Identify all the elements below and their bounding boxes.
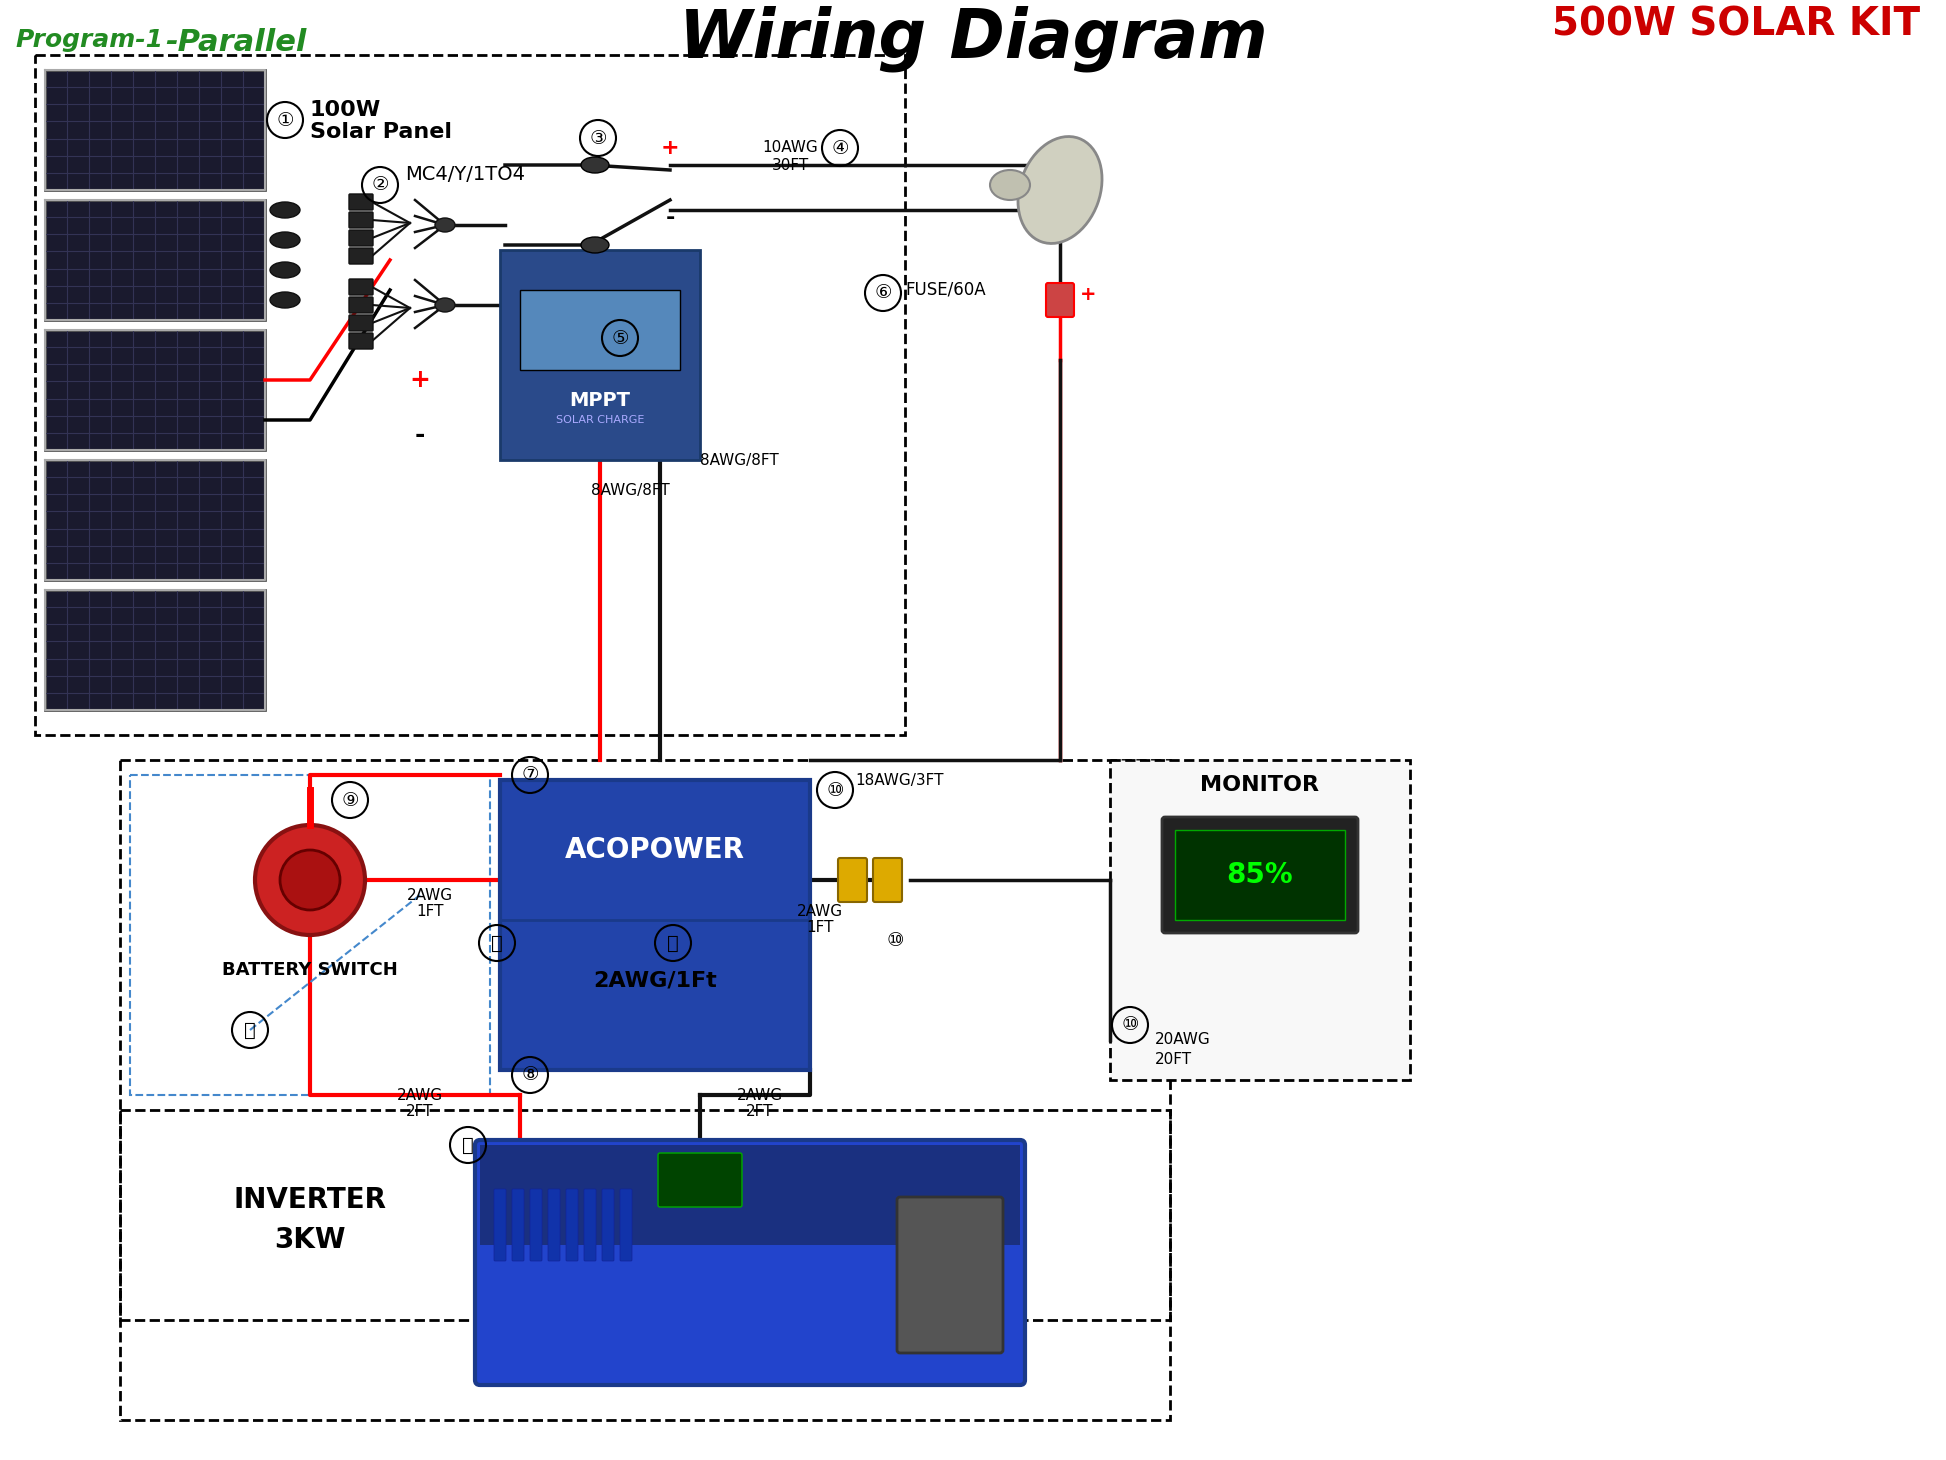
FancyBboxPatch shape xyxy=(348,194,374,210)
Text: ⑪: ⑪ xyxy=(490,933,502,952)
FancyBboxPatch shape xyxy=(45,460,265,580)
Ellipse shape xyxy=(436,218,455,232)
Text: MPPT: MPPT xyxy=(570,390,631,409)
FancyBboxPatch shape xyxy=(512,1188,523,1261)
Ellipse shape xyxy=(991,169,1029,200)
Circle shape xyxy=(280,850,341,910)
Text: 8AWG/8FT: 8AWG/8FT xyxy=(701,453,778,467)
Ellipse shape xyxy=(270,261,300,277)
Text: SOLAR CHARGE: SOLAR CHARGE xyxy=(557,415,644,425)
FancyBboxPatch shape xyxy=(45,330,265,450)
Text: ⑧: ⑧ xyxy=(522,1066,539,1085)
Text: 500W SOLAR KIT: 500W SOLAR KIT xyxy=(1551,4,1921,42)
Ellipse shape xyxy=(270,292,300,308)
FancyBboxPatch shape xyxy=(621,1188,632,1261)
Text: ⑤: ⑤ xyxy=(611,328,629,347)
Ellipse shape xyxy=(270,232,300,248)
FancyBboxPatch shape xyxy=(348,279,374,295)
Text: 2FT: 2FT xyxy=(745,1105,775,1120)
Text: ⑫: ⑫ xyxy=(243,1021,255,1040)
Text: ①: ① xyxy=(276,111,294,130)
Text: ④: ④ xyxy=(831,139,848,158)
Text: Program-1: Program-1 xyxy=(16,28,163,53)
FancyBboxPatch shape xyxy=(45,70,265,190)
Text: ⑪: ⑪ xyxy=(667,933,679,952)
Text: Solar Panel: Solar Panel xyxy=(309,123,451,142)
FancyBboxPatch shape xyxy=(566,1188,578,1261)
Text: 2AWG: 2AWG xyxy=(397,1088,444,1102)
FancyBboxPatch shape xyxy=(348,212,374,228)
FancyBboxPatch shape xyxy=(897,1197,1002,1353)
FancyBboxPatch shape xyxy=(601,1188,615,1261)
FancyBboxPatch shape xyxy=(1109,761,1411,1080)
Text: -: - xyxy=(666,207,675,228)
Text: 8AWG/8FT: 8AWG/8FT xyxy=(592,482,669,498)
FancyBboxPatch shape xyxy=(658,1153,741,1207)
Text: +: + xyxy=(662,139,679,158)
Text: 2AWG: 2AWG xyxy=(798,905,843,920)
FancyBboxPatch shape xyxy=(1162,818,1358,933)
Ellipse shape xyxy=(582,158,609,172)
FancyBboxPatch shape xyxy=(1175,829,1345,920)
FancyBboxPatch shape xyxy=(874,858,903,902)
Text: ⑫: ⑫ xyxy=(461,1136,475,1155)
FancyBboxPatch shape xyxy=(500,780,810,1070)
Ellipse shape xyxy=(270,201,300,218)
FancyBboxPatch shape xyxy=(584,1188,595,1261)
FancyBboxPatch shape xyxy=(529,1188,543,1261)
FancyBboxPatch shape xyxy=(500,250,701,460)
FancyBboxPatch shape xyxy=(1047,283,1074,317)
Ellipse shape xyxy=(436,298,455,312)
Text: ③: ③ xyxy=(590,128,607,147)
Text: 100W: 100W xyxy=(309,99,381,120)
Text: BATTERY SWITCH: BATTERY SWITCH xyxy=(222,961,397,980)
Text: MONITOR: MONITOR xyxy=(1201,775,1319,796)
Text: Wiring Diagram: Wiring Diagram xyxy=(679,4,1267,72)
Text: ⑩: ⑩ xyxy=(1121,1016,1138,1035)
Text: 10AWG: 10AWG xyxy=(763,140,817,156)
Text: FUSE/60A: FUSE/60A xyxy=(905,280,985,299)
Text: ⑦: ⑦ xyxy=(522,765,539,784)
Text: +: + xyxy=(409,368,430,391)
Text: 1FT: 1FT xyxy=(416,905,444,920)
Text: -Parallel: -Parallel xyxy=(165,28,306,57)
FancyBboxPatch shape xyxy=(520,291,679,369)
Text: 2AWG: 2AWG xyxy=(407,888,453,902)
Text: INVERTER: INVERTER xyxy=(234,1186,387,1215)
Ellipse shape xyxy=(1018,137,1101,244)
Text: 20FT: 20FT xyxy=(1156,1053,1193,1067)
FancyBboxPatch shape xyxy=(45,200,265,320)
Text: +: + xyxy=(1080,286,1096,305)
Text: ⑥: ⑥ xyxy=(874,283,891,302)
Text: MC4/Y/1TO4: MC4/Y/1TO4 xyxy=(405,165,525,184)
Text: 2AWG: 2AWG xyxy=(738,1088,782,1102)
Text: 2AWG/1Ft: 2AWG/1Ft xyxy=(594,969,716,990)
Circle shape xyxy=(255,825,366,934)
Text: ⑨: ⑨ xyxy=(341,790,358,809)
Text: 1FT: 1FT xyxy=(806,920,833,936)
Text: ②: ② xyxy=(372,175,389,194)
FancyBboxPatch shape xyxy=(839,858,868,902)
Text: ⑩: ⑩ xyxy=(827,781,845,800)
FancyBboxPatch shape xyxy=(348,248,374,264)
Text: 18AWG/3FT: 18AWG/3FT xyxy=(854,772,944,787)
FancyBboxPatch shape xyxy=(348,315,374,331)
FancyBboxPatch shape xyxy=(348,231,374,245)
Text: 2FT: 2FT xyxy=(407,1105,434,1120)
FancyBboxPatch shape xyxy=(549,1188,560,1261)
Text: -: - xyxy=(414,423,424,447)
FancyBboxPatch shape xyxy=(348,296,374,312)
FancyBboxPatch shape xyxy=(348,333,374,349)
Text: 85%: 85% xyxy=(1226,861,1294,889)
Text: ACOPOWER: ACOPOWER xyxy=(564,837,745,864)
Text: ⑩: ⑩ xyxy=(885,930,903,949)
Text: 20AWG: 20AWG xyxy=(1156,1032,1210,1047)
Text: 3KW: 3KW xyxy=(274,1226,346,1254)
Text: 30FT: 30FT xyxy=(771,158,810,172)
FancyBboxPatch shape xyxy=(475,1140,1026,1386)
FancyBboxPatch shape xyxy=(45,590,265,710)
Ellipse shape xyxy=(582,237,609,253)
FancyBboxPatch shape xyxy=(494,1188,506,1261)
FancyBboxPatch shape xyxy=(481,1145,1020,1245)
